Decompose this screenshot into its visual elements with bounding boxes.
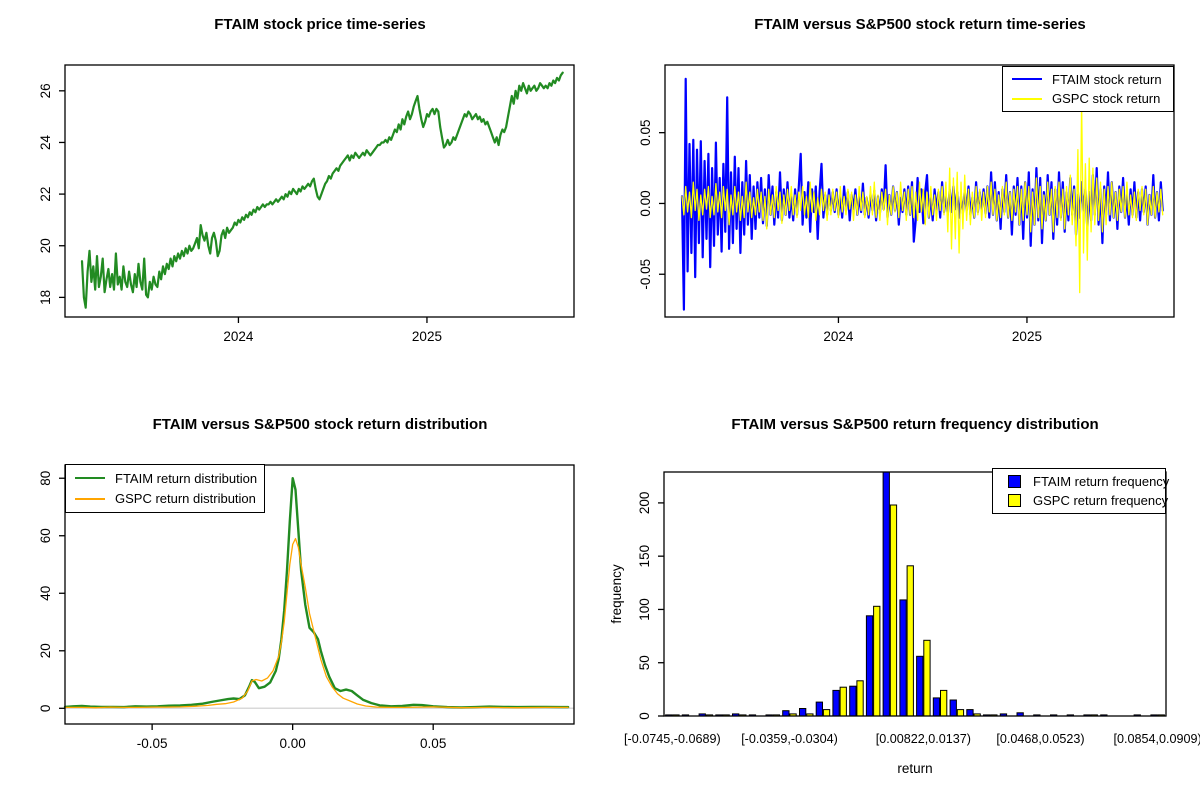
- density-chart: -0.05 0.00 0.05 0 20 40 60 80: [38, 464, 575, 751]
- legend-item-gspc-return: GSPC stock return: [1003, 91, 1173, 106]
- svg-text:50: 50: [637, 655, 652, 670]
- legend-label: FTAIM stock return: [1052, 71, 1162, 87]
- legend-item-ftaim-frequency: FTAIM return frequency: [993, 474, 1169, 489]
- svg-text:20: 20: [38, 643, 53, 658]
- svg-text:150: 150: [637, 545, 652, 568]
- histogram-chart-title: FTAIM versus S&P500 return frequency dis…: [731, 416, 1099, 433]
- legend-item-ftaim-return: FTAIM stock return: [1003, 72, 1173, 87]
- svg-text:200: 200: [637, 492, 652, 515]
- legend-item-ftaim-distribution: FTAIM return distribution: [66, 471, 264, 486]
- svg-text:40: 40: [38, 586, 53, 601]
- gspc-frequency-swatch: [1008, 494, 1021, 508]
- svg-text:-0.05: -0.05: [638, 259, 653, 290]
- legend-label: GSPC return distribution: [115, 491, 256, 507]
- svg-text:frequency: frequency: [609, 564, 624, 624]
- svg-text:100: 100: [637, 598, 652, 621]
- svg-text:2025: 2025: [412, 329, 442, 344]
- ftaim-distribution-line-sample: [75, 477, 105, 480]
- legend-label: GSPC stock return: [1052, 91, 1161, 107]
- panel-price-timeseries: FTAIM stock price time-series 2024 2025 18…: [0, 0, 600, 400]
- svg-text:return: return: [897, 761, 932, 776]
- returns-legend: FTAIM stock return GSPC stock return: [1002, 66, 1174, 112]
- svg-text:22: 22: [38, 187, 53, 202]
- returns-chart-title: FTAIM versus S&P500 stock return time-se…: [754, 16, 1086, 33]
- price-chart-title: FTAIM stock price time-series: [214, 16, 426, 33]
- histogram-chart: 0 50 100 150 200 [-0.0745,-0.0689) [-0.0359,-0…: [609, 471, 1200, 776]
- panel-return-histogram: FTAIM versus S&P500 return frequency dis…: [600, 400, 1200, 800]
- price-chart: 2024 2025 18 20 22 24 26: [38, 64, 575, 344]
- ftaim-frequency-swatch: [1008, 474, 1021, 488]
- legend-label: GSPC return frequency: [1033, 493, 1169, 509]
- legend-label: FTAIM return frequency: [1033, 473, 1170, 489]
- legend-item-gspc-frequency: GSPC return frequency: [993, 493, 1169, 509]
- svg-text:80: 80: [38, 471, 53, 486]
- panel-return-distribution: FTAIM versus S&P500 stock return distrib…: [0, 400, 600, 800]
- svg-text:0.00: 0.00: [280, 736, 306, 751]
- svg-text:[0.00822,0.0137): [0.00822,0.0137): [876, 732, 971, 746]
- svg-text:2024: 2024: [823, 329, 854, 344]
- panel-return-timeseries: FTAIM versus S&P500 stock return time-se…: [600, 0, 1200, 400]
- svg-text:[-0.0359,-0.0304): [-0.0359,-0.0304): [741, 732, 838, 746]
- svg-text:[-0.0745,-0.0689): [-0.0745,-0.0689): [624, 732, 721, 746]
- density-legend: FTAIM return distribution GSPC return di…: [65, 464, 265, 513]
- svg-text:20: 20: [38, 238, 53, 253]
- svg-text:24: 24: [38, 134, 53, 150]
- svg-text:26: 26: [38, 83, 53, 98]
- svg-text:2024: 2024: [223, 329, 254, 344]
- svg-text:-0.05: -0.05: [137, 736, 168, 751]
- legend-item-gspc-distribution: GSPC return distribution: [66, 491, 264, 506]
- svg-text:0.00: 0.00: [638, 190, 653, 216]
- svg-text:0.05: 0.05: [420, 736, 446, 751]
- gspc-return-line-sample: [1012, 97, 1042, 100]
- svg-text:[0.0854,0.0909): [0.0854,0.0909): [1114, 732, 1200, 746]
- gspc-distribution-line-sample: [75, 497, 105, 500]
- svg-text:0: 0: [637, 712, 652, 720]
- svg-text:0.05: 0.05: [638, 120, 653, 146]
- ftaim-return-line-sample: [1012, 78, 1042, 81]
- density-chart-title: FTAIM versus S&P500 stock return distrib…: [152, 416, 488, 433]
- returns-chart: 2024 2025 -0.05 0.00 0.05: [638, 64, 1175, 344]
- legend-label: FTAIM return distribution: [115, 470, 258, 486]
- histogram-legend: FTAIM return frequency GSPC return frequ…: [992, 468, 1169, 514]
- svg-text:18: 18: [38, 290, 53, 305]
- svg-text:[0.0468,0.0523): [0.0468,0.0523): [996, 732, 1084, 746]
- svg-text:60: 60: [38, 528, 53, 543]
- svg-text:2025: 2025: [1012, 329, 1042, 344]
- svg-text:0: 0: [38, 705, 53, 713]
